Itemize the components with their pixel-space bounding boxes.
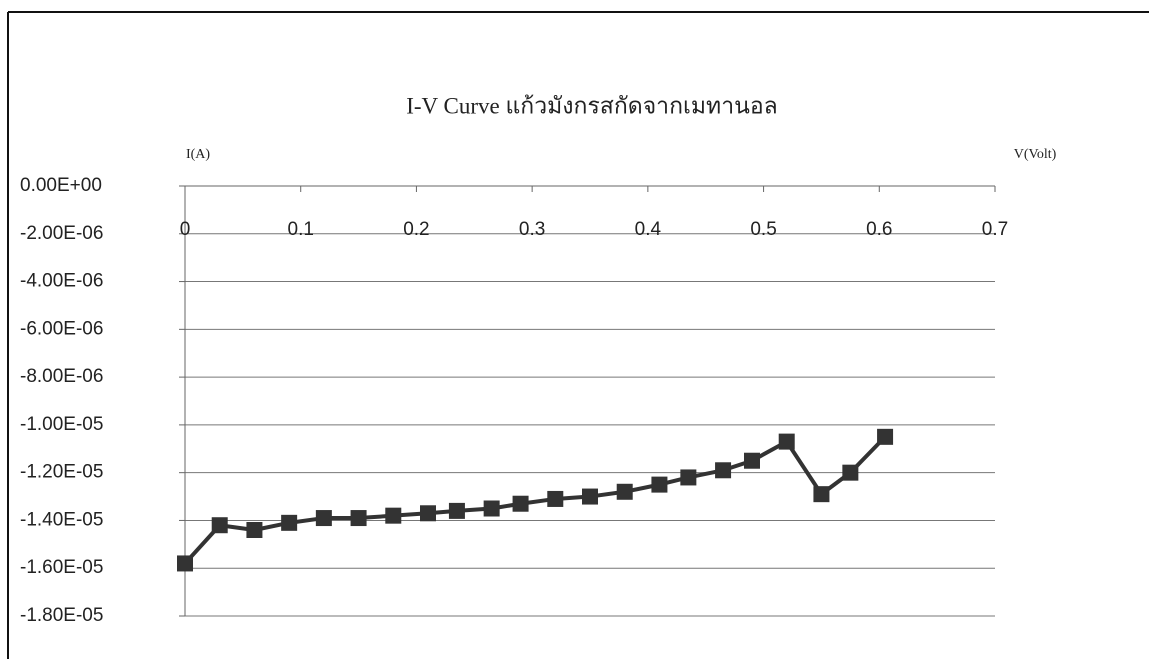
point-marker: [651, 476, 668, 493]
point-marker: [744, 452, 760, 469]
y-tick-label: -6.00E-06: [20, 318, 103, 339]
x-tick-label: 0.5: [750, 219, 776, 240]
point-marker: [448, 502, 465, 519]
x-tick-label: 0.6: [866, 219, 892, 240]
point-marker: [547, 490, 564, 507]
point-marker: [385, 507, 402, 524]
point-marker: [246, 522, 263, 538]
x-tick-label: 0.1: [288, 219, 314, 240]
series-line: [183, 435, 887, 565]
y-tick-label: -1.40E-05: [20, 509, 103, 530]
y-tick-label: -8.00E-06: [20, 366, 103, 387]
point-marker: [420, 505, 436, 522]
point-marker: [211, 517, 228, 534]
y-tick-label: -4.00E-06: [20, 271, 103, 292]
y-tick-label: -1.80E-05: [20, 605, 103, 626]
x-tick-label: 0: [180, 219, 191, 240]
x-axis-label: V(Volt): [1014, 147, 1057, 162]
y-tick-label: -1.60E-05: [20, 557, 103, 578]
point-marker: [582, 488, 598, 505]
x-tick-label: 0.7: [982, 219, 1008, 240]
point-marker: [877, 428, 894, 445]
x-tick-label: 0.4: [635, 219, 662, 240]
x-tick-label: 0.3: [519, 219, 545, 240]
chart-title: I-V Curve แก้วมังกรสกัดจากเมทานอล: [406, 93, 778, 118]
y-tick-label: -1.20E-05: [20, 462, 103, 483]
point-marker: [281, 514, 298, 531]
y-tick-label: 0.00E+00: [20, 175, 102, 196]
point-marker: [715, 462, 732, 479]
y-axis-label: I(A): [186, 147, 210, 162]
point-marker: [177, 555, 193, 572]
point-marker: [512, 495, 529, 512]
point-marker: [616, 483, 633, 500]
x-tick-label: 0.2: [403, 219, 429, 240]
point-marker: [778, 433, 795, 450]
point-marker: [350, 510, 367, 527]
point-marker: [842, 464, 859, 481]
point-marker: [315, 510, 332, 527]
y-tick-label: -1.00E-05: [20, 414, 103, 435]
point-marker: [813, 486, 830, 503]
point-marker: [483, 500, 500, 517]
point-marker: [680, 469, 697, 486]
y-tick-label: -2.00E-06: [20, 223, 103, 244]
